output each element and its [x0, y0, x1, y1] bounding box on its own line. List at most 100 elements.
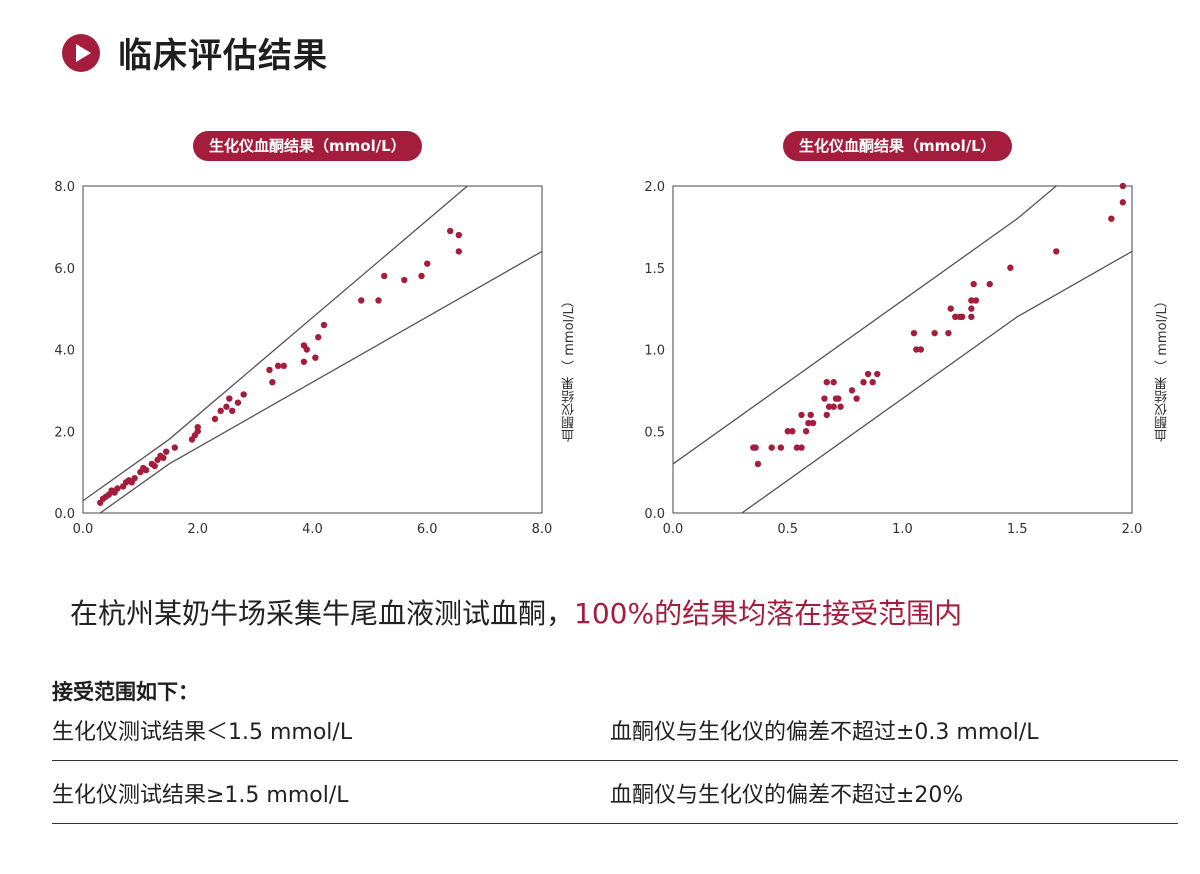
- data-point: [837, 403, 844, 410]
- range-rule: 血酮仪与生化仪的偏差不超过±0.3 mmol/L: [610, 720, 1039, 745]
- x-tick-label: 8.0: [532, 522, 553, 537]
- data-point: [947, 305, 954, 312]
- data-point: [114, 485, 121, 492]
- data-point: [401, 276, 408, 284]
- data-point: [226, 395, 233, 402]
- data-point: [860, 379, 867, 386]
- range-rule: 血酮仪与生化仪的偏差不超过±20%: [610, 783, 964, 808]
- data-point: [1007, 264, 1014, 271]
- x-tick-label: 2.0: [187, 522, 208, 537]
- data-point: [211, 415, 219, 423]
- range-condition: 生化仪测试结果＜1.5 mmol/L: [52, 720, 353, 745]
- boundary-line-upper: [673, 186, 1057, 465]
- y-tick-label: 8.0: [54, 180, 75, 195]
- data-point: [358, 297, 365, 304]
- data-point: [931, 329, 938, 337]
- data-point: [986, 280, 993, 288]
- data-point: [823, 411, 830, 419]
- data-point: [784, 428, 791, 435]
- chart-1-title-badge: 生化仪血酮结果（mmol/L）: [193, 131, 422, 161]
- data-point: [1053, 248, 1060, 255]
- range-heading: 接受范围如下：: [52, 680, 199, 704]
- x-tick-label: 0.0: [73, 522, 94, 537]
- data-point: [234, 399, 242, 406]
- data-point: [162, 448, 170, 455]
- data-point: [768, 444, 775, 451]
- conclusion-highlight: 100%的结果均落在接受范围内: [574, 597, 963, 630]
- data-point: [1108, 215, 1115, 222]
- conclusion-main: 在杭州某奶牛场采集牛尾血液测试血酮，: [70, 597, 575, 630]
- data-point: [853, 395, 860, 402]
- data-point: [835, 395, 842, 402]
- data-point: [455, 231, 463, 239]
- chart-1-scatter: 0.0 2.0 4.0 6.0 8.0 0.0 2.0 4.0 6.0 8.0: [54, 180, 553, 537]
- data-point: [913, 346, 920, 353]
- data-point: [968, 297, 975, 304]
- y-tick-label: 1.0: [644, 344, 665, 359]
- y-tick-label: 0.5: [644, 425, 665, 440]
- x-tick-label: 4.0: [302, 522, 323, 537]
- data-point: [869, 379, 876, 386]
- data-point: [972, 297, 980, 304]
- data-point: [798, 444, 805, 451]
- data-point: [381, 272, 388, 280]
- y-tick-label: 4.0: [54, 344, 75, 359]
- data-point: [223, 403, 230, 410]
- data-point: [217, 407, 224, 415]
- y-tick-label: 0.0: [644, 507, 665, 522]
- data-point: [131, 475, 138, 482]
- data-point: [830, 379, 837, 386]
- chart-2-scatter: 0.0 0.5 1.0 1.5 2.0 0.0 0.5 1.0 1.5 2.0: [644, 180, 1142, 537]
- data-point: [910, 329, 918, 337]
- y-tick-label: 2.0: [644, 180, 665, 195]
- data-point: [1119, 199, 1127, 206]
- data-point: [1119, 182, 1127, 190]
- data-point: [809, 419, 817, 427]
- boundary-line-lower: [741, 250, 1132, 513]
- data-point: [830, 403, 837, 410]
- data-point: [418, 272, 425, 280]
- data-point: [754, 460, 762, 468]
- x-tick-label: 0.0: [663, 522, 684, 537]
- data-point: [300, 358, 308, 365]
- page-title: 临床评估结果: [118, 36, 328, 76]
- data-point: [266, 366, 273, 374]
- data-point: [952, 313, 959, 320]
- data-point: [802, 428, 810, 435]
- plot-frame: [672, 185, 1133, 514]
- x-tick-label: 0.5: [777, 522, 798, 537]
- data-point: [142, 466, 150, 474]
- y-tick-label: 2.0: [54, 425, 75, 440]
- conclusion-text: 在杭州某奶牛场采集牛尾血液测试血酮，100%的结果均落在接受范围内: [70, 592, 962, 632]
- data-point: [968, 313, 975, 320]
- chart-1-ylabel: 血酮仪结果 （ mmol/L）: [562, 294, 577, 442]
- data-point: [821, 395, 828, 402]
- data-point: [424, 260, 431, 267]
- range-row: 生化仪测试结果＜1.5 mmol/L 血酮仪与生化仪的偏差不超过±0.3 mmo…: [52, 700, 1178, 761]
- data-point: [274, 362, 282, 370]
- range-condition: 生化仪测试结果≥1.5 mmol/L: [52, 783, 349, 808]
- data-point: [240, 391, 247, 398]
- data-point: [447, 227, 454, 235]
- y-tick-label: 0.0: [54, 507, 75, 522]
- data-point: [805, 419, 812, 427]
- data-point: [917, 346, 925, 353]
- data-point: [777, 444, 785, 451]
- data-point: [160, 454, 167, 462]
- data-point: [455, 248, 463, 255]
- plot-frame: [82, 185, 543, 514]
- data-point: [798, 411, 805, 419]
- data-point: [793, 444, 801, 451]
- chart-2-title-badge: 生化仪血酮结果（mmol/L）: [783, 131, 1012, 161]
- data-point: [874, 370, 881, 378]
- data-point: [945, 329, 952, 337]
- data-point: [315, 334, 322, 341]
- data-point: [269, 379, 276, 386]
- data-point: [312, 354, 319, 361]
- page-header: 临床评估结果: [62, 28, 328, 77]
- data-point: [151, 462, 158, 470]
- data-point: [194, 423, 201, 431]
- range-row: 生化仪测试结果≥1.5 mmol/L 血酮仪与生化仪的偏差不超过±20%: [52, 763, 1178, 824]
- data-point: [958, 313, 966, 320]
- data-point: [303, 346, 310, 353]
